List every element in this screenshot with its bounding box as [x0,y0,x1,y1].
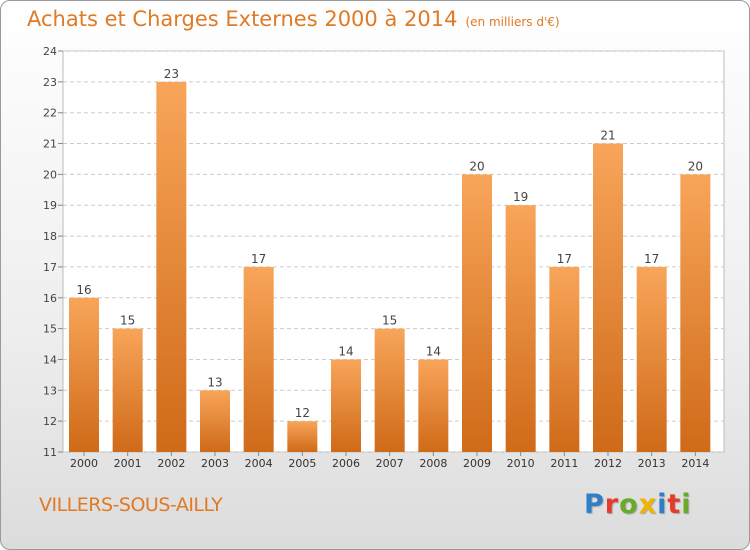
data-label: 17 [557,252,572,266]
y-tick-label: 12 [43,415,57,428]
data-label: 17 [644,252,659,266]
chart-title: Achats et Charges Externes 2000 à 2014 (e… [27,7,560,31]
y-tick-label: 14 [43,353,57,366]
data-label: 15 [382,314,397,328]
x-tick-label: 2003 [201,457,229,470]
logo-letter: i [681,489,692,520]
data-label: 17 [251,252,266,266]
data-label: 21 [600,129,615,143]
y-tick-label: 13 [43,384,57,397]
bar-2005 [287,421,318,452]
bar-2000 [69,297,99,452]
logo-letter: o [619,489,639,520]
data-label: 15 [120,314,135,328]
town-name: VILLERS-SOUS-AILLY [39,494,223,516]
x-tick-label: 2004 [245,457,273,470]
y-axis: 11 12 13 14 15 16 17 18 19 20 21 22 23 24 [43,45,63,459]
data-label: 14 [426,344,441,358]
x-tick-label: 2009 [463,457,491,470]
bar-2007 [374,328,405,452]
bar-2008 [418,359,449,452]
y-tick-label: 21 [43,138,57,151]
y-tick-label: 18 [43,230,57,243]
bar-2013 [636,266,667,452]
logo-letter: t [667,489,682,520]
bar-2009 [462,174,492,452]
bar-2002 [156,81,187,452]
data-label: 13 [207,375,222,389]
x-axis: 2000 2001 2002 2003 2004 2005 2006 2007 2008 2009… [70,452,709,470]
bar-2001 [112,328,143,452]
x-tick-label: 2007 [376,457,404,470]
chart-unit: (en milliers d'€) [465,15,560,29]
y-tick-label: 16 [43,292,57,305]
bar-2006 [331,359,361,452]
y-tick-label: 19 [43,199,57,212]
bar-2003 [200,390,230,452]
x-tick-label: 2014 [681,457,709,470]
y-tick-label: 17 [43,261,57,274]
x-tick-label: 2005 [288,457,316,470]
data-label: 20 [688,159,703,173]
data-label: 12 [295,406,310,420]
proxiti-logo[interactable]: Proxiti [584,489,692,520]
bar-2011 [549,266,580,452]
x-tick-label: 2001 [114,457,142,470]
x-tick-label: 2002 [157,457,185,470]
y-tick-label: 22 [43,107,57,120]
data-label: 20 [469,159,484,173]
bars: 16 15 23 13 17 12 14 15 14 20 19 17 21 17 20 [69,67,711,453]
x-tick-label: 2013 [638,457,666,470]
logo-letter: P [584,489,605,520]
bar-2012 [593,143,623,453]
x-tick-label: 2008 [419,457,447,470]
data-label: 19 [513,190,528,204]
y-tick-label: 15 [43,323,57,336]
x-tick-label: 2010 [507,457,535,470]
x-tick-label: 2006 [332,457,360,470]
data-label: 16 [76,283,91,297]
logo-letter: x [638,489,658,520]
x-tick-label: 2012 [594,457,622,470]
chart-title-text: Achats et Charges Externes 2000 à 2014 [27,7,458,31]
logo-letter: i [657,489,668,520]
y-tick-label: 11 [43,446,57,459]
bar-2014 [680,174,711,452]
y-tick-label: 24 [43,45,57,58]
data-label: 23 [164,67,179,81]
logo-letter: r [604,489,620,520]
data-label: 14 [338,344,353,358]
y-tick-label: 20 [43,168,57,181]
x-tick-label: 2011 [550,457,578,470]
x-tick-label: 2000 [70,457,98,470]
y-tick-label: 23 [43,76,57,89]
bar-2004 [243,266,274,452]
bar-2010 [505,205,536,452]
